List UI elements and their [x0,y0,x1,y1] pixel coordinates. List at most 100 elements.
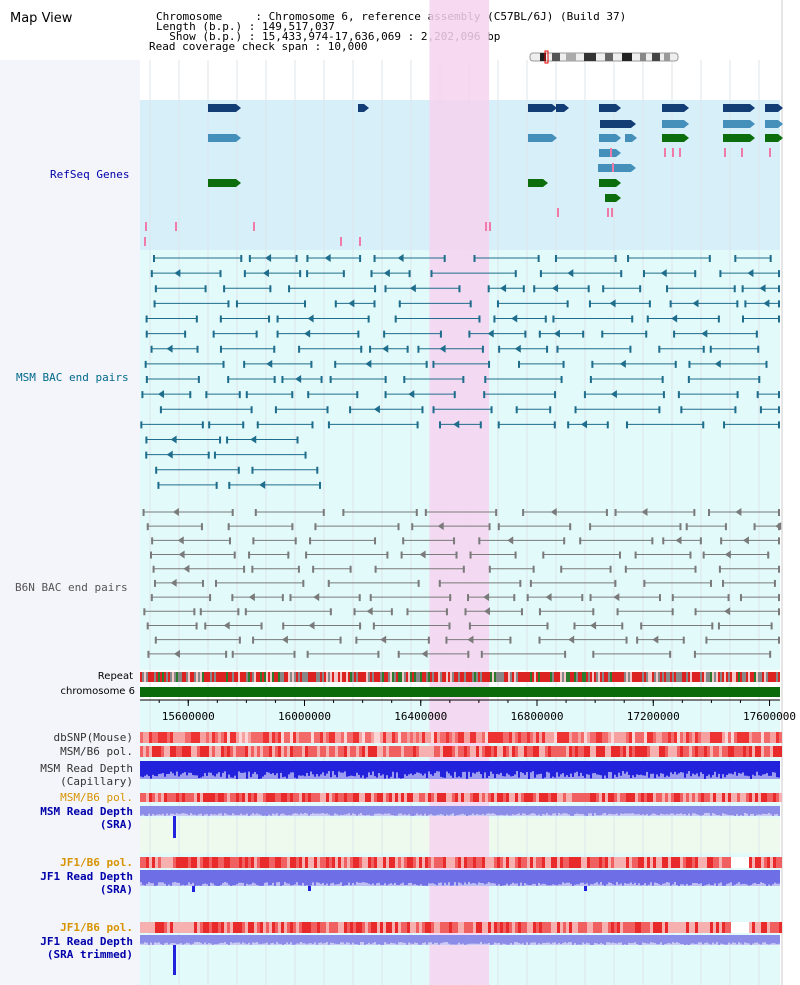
depth-gap [324,813,326,816]
polymorphism-cell [656,732,659,743]
depth-gap [292,885,294,886]
b6n-pair-end [372,622,375,630]
refseq-gene [765,134,778,142]
coverage-span-info: Read coverage check span : 10,000 [149,40,368,53]
polymorphism-cell [731,922,734,933]
b6n-pair-end [287,551,290,559]
polymorphism-cell [506,922,509,933]
repeat-block [710,672,712,682]
polymorphism-cell [404,857,407,868]
repeat-block [304,672,306,682]
b6n-pair-end [722,579,725,587]
depth-gap [264,882,266,886]
msm-bac-label[interactable]: MSM BAC end pairs [16,371,129,384]
polymorphism-cell [242,793,245,802]
polymorphism-cell [779,922,782,933]
polymorphism-cell [533,793,536,802]
polymorphism-cell [686,857,689,868]
polymorphism-cell [311,793,314,802]
b6n-pair-end [251,565,254,573]
depth-gap [270,885,272,886]
b6n-bac-label[interactable]: B6N BAC end pairs [15,581,128,594]
repeat-block [626,672,628,682]
repeat-block [484,672,486,682]
depth-gap [508,774,510,779]
polymorphism-cell [317,746,320,757]
depth-gap [156,776,158,779]
depth-gap [394,778,396,779]
depth-gap [334,884,336,886]
repeat-block [378,672,380,682]
b6n-pair-end [488,523,491,531]
polymorphism-cell [251,922,254,933]
polymorphism-cell [749,922,752,933]
repeat-block [550,672,552,682]
polymorphism-cell [419,746,422,757]
polymorphism-cell [557,857,560,868]
depth-gap [400,883,402,886]
polymorphism-cell [728,732,731,743]
polymorphism-cell [770,857,773,868]
depth-gap [224,882,226,886]
polymorphism-cell [647,922,650,933]
polymorphism-cell [545,857,548,868]
depth-gap [762,882,764,886]
polymorphism-cell [695,746,698,757]
polymorphism-cell [254,922,257,933]
depth-gap [312,813,314,816]
repeat-block [446,672,448,682]
depth-gap [290,942,292,945]
depth-gap [618,772,620,779]
polymorphism-cell [254,793,257,802]
polymorphism-cell [341,732,344,743]
polymorphism-cell [482,857,485,868]
repeat-block [524,672,526,682]
depth-gap [360,777,362,779]
polymorphism-cell [641,793,644,802]
depth-gap [648,777,650,779]
polymorphism-cell [320,922,323,933]
polymorphism-cell [167,746,170,757]
depth-gap [238,882,240,886]
polymorphism-cell [605,746,608,757]
depth-gap [642,814,644,816]
polymorphism-cell [386,746,389,757]
msm-pair-end [237,466,240,474]
polymorphism-cell [365,857,368,868]
polymorphism-cell [389,793,392,802]
polymorphism-cell [212,857,215,868]
b6n-pair-end [293,650,296,658]
refseq-genes-label[interactable]: RefSeq Genes [50,168,130,181]
repeat-block [364,672,366,682]
polymorphism-cell [392,746,395,757]
depth-gap [210,943,212,945]
length-info: Length (b.p.) : 149,517,037 [156,20,335,33]
polymorphism-cell [359,922,362,933]
polymorphism-cell [644,922,647,933]
b6n-pair-end [231,509,234,516]
depth-gap [410,943,412,945]
depth-gap [626,813,628,816]
msm-pair-end [357,330,360,338]
polymorphism-cell [371,922,374,933]
depth-gap [158,942,160,945]
ideogram-marker [544,50,549,64]
depth-gap [490,883,492,886]
depth-gap [288,814,290,816]
ideogram-band [566,53,576,61]
polymorphism-cell [275,922,278,933]
depth-gap [546,942,548,945]
depth-gap [494,814,496,816]
b6n-pair-marker [173,649,180,658]
msm-pair-end [778,421,780,429]
polymorphism-cell [350,793,353,802]
msm-pair-end [741,315,744,323]
polymorphism-cell [425,732,428,743]
depth-gap [330,883,332,886]
msm-pair-marker [747,269,754,278]
polymorphism-cell [521,922,524,933]
msm-pair-end [658,406,661,414]
polymorphism-cell [590,793,593,802]
depth-gap [420,884,422,886]
